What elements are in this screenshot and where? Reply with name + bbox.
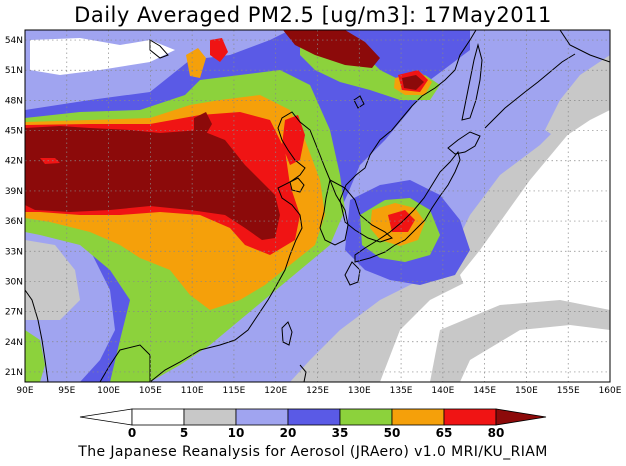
lon-tick-label: 120E [264,386,287,396]
lon-tick-label: 125E [306,386,329,396]
colorbar-level-label: 20 [280,426,297,440]
coast-hokkaido [447,131,481,155]
lat-tick-label: 45N [5,127,23,137]
longitude-labels: 90E 95E 100E 105E 110E 115E 120E 125E 130E 135E 14… [16,386,621,396]
colorbar-level-label: 5 [180,426,188,440]
coast-sakhalin [461,43,483,121]
band-red-patch [40,158,60,164]
colorbar-arrow-high [495,408,547,426]
lon-tick-label: 135E [390,386,413,396]
band-gt80 [25,126,280,240]
coast-india-tip [25,289,49,382]
coast-kamchatka [559,30,610,63]
band-0-5-se [460,325,610,382]
coast-mainland [149,30,477,382]
graticule [25,30,610,382]
coast-lake-baikal [149,39,169,59]
colorbar-segment [287,408,341,426]
colorbar-segment [183,408,237,426]
band-5-10-ne [545,55,610,140]
band-gt80-north [283,30,380,68]
colorbar-segment [339,408,393,426]
coast-lake-khanka [353,95,365,109]
coast-bohai [289,177,305,193]
lat-tick-label: 51N [5,66,23,76]
band-65-80-nw [210,38,228,62]
colorbar-segment [391,408,445,426]
footer-credit: The Japanese Reanalysis for Aerosol (JRA… [78,444,548,460]
latitude-labels: 21N 24N 27N 30N 33N 36N 39N 42N 45N 48N 51N 54N [5,36,23,378]
map-title: Daily Averaged PM2.5 [ug/m3]: 17May2011 [74,3,552,27]
lon-tick-label: 130E [348,386,371,396]
lat-tick-label: 33N [5,247,23,257]
lon-tick-label: 100E [97,386,120,396]
lon-tick-label: 150E [515,386,538,396]
coast-philippines [299,364,307,382]
lon-tick-label: 155E [557,386,580,396]
colorbar-level-label: 0 [128,426,136,440]
coast-kyushu [344,261,361,286]
coast-korea [319,178,349,246]
colorbar-level-label: 65 [436,426,453,440]
colorbar-segment [235,408,289,426]
lat-tick-label: 36N [5,217,23,227]
band-10-20-clear-ne [460,95,610,300]
lon-tick-label: 160E [599,386,622,396]
colorbar: 0 5 10 20 35 50 65 80 [79,408,547,440]
band-5-10-west-inner [25,240,80,320]
band-gt80-ne [402,75,424,90]
colorbar-segment [443,408,497,426]
band-0-5-nw [30,38,175,75]
lat-tick-label: 30N [5,277,23,287]
lat-tick-label: 42N [5,157,23,167]
lat-tick-label: 39N [5,187,23,197]
colorbar-level-label: 10 [228,426,245,440]
band-gt80-lake [194,112,212,136]
lon-tick-label: 90E [16,386,33,396]
lat-tick-label: 27N [5,308,23,318]
colorbar-level-label: 80 [488,426,505,440]
coast-kurils [484,53,576,129]
band-65-80-north [282,115,305,165]
colorbar-level-label: 35 [332,426,349,440]
lon-tick-label: 145E [473,386,496,396]
band-35-50-sw [25,330,45,382]
colorbar-arrow-low [79,408,133,426]
lon-tick-label: 95E [58,386,75,396]
colorbar-segment [131,408,185,426]
coastlines [25,30,610,382]
map-frame [24,29,611,383]
lon-tick-label: 105E [139,386,162,396]
lat-tick-label: 21N [5,368,23,378]
lon-tick-label: 140E [431,386,454,396]
lon-tick-label: 110E [181,386,204,396]
lat-tick-label: 48N [5,96,23,106]
lat-tick-label: 24N [5,338,23,348]
coast-japan-honshu [354,150,461,263]
coast-taiwan [281,321,293,346]
colorbar-level-label: 50 [384,426,401,440]
lat-tick-label: 54N [5,36,23,46]
lon-tick-label: 115E [222,386,245,396]
